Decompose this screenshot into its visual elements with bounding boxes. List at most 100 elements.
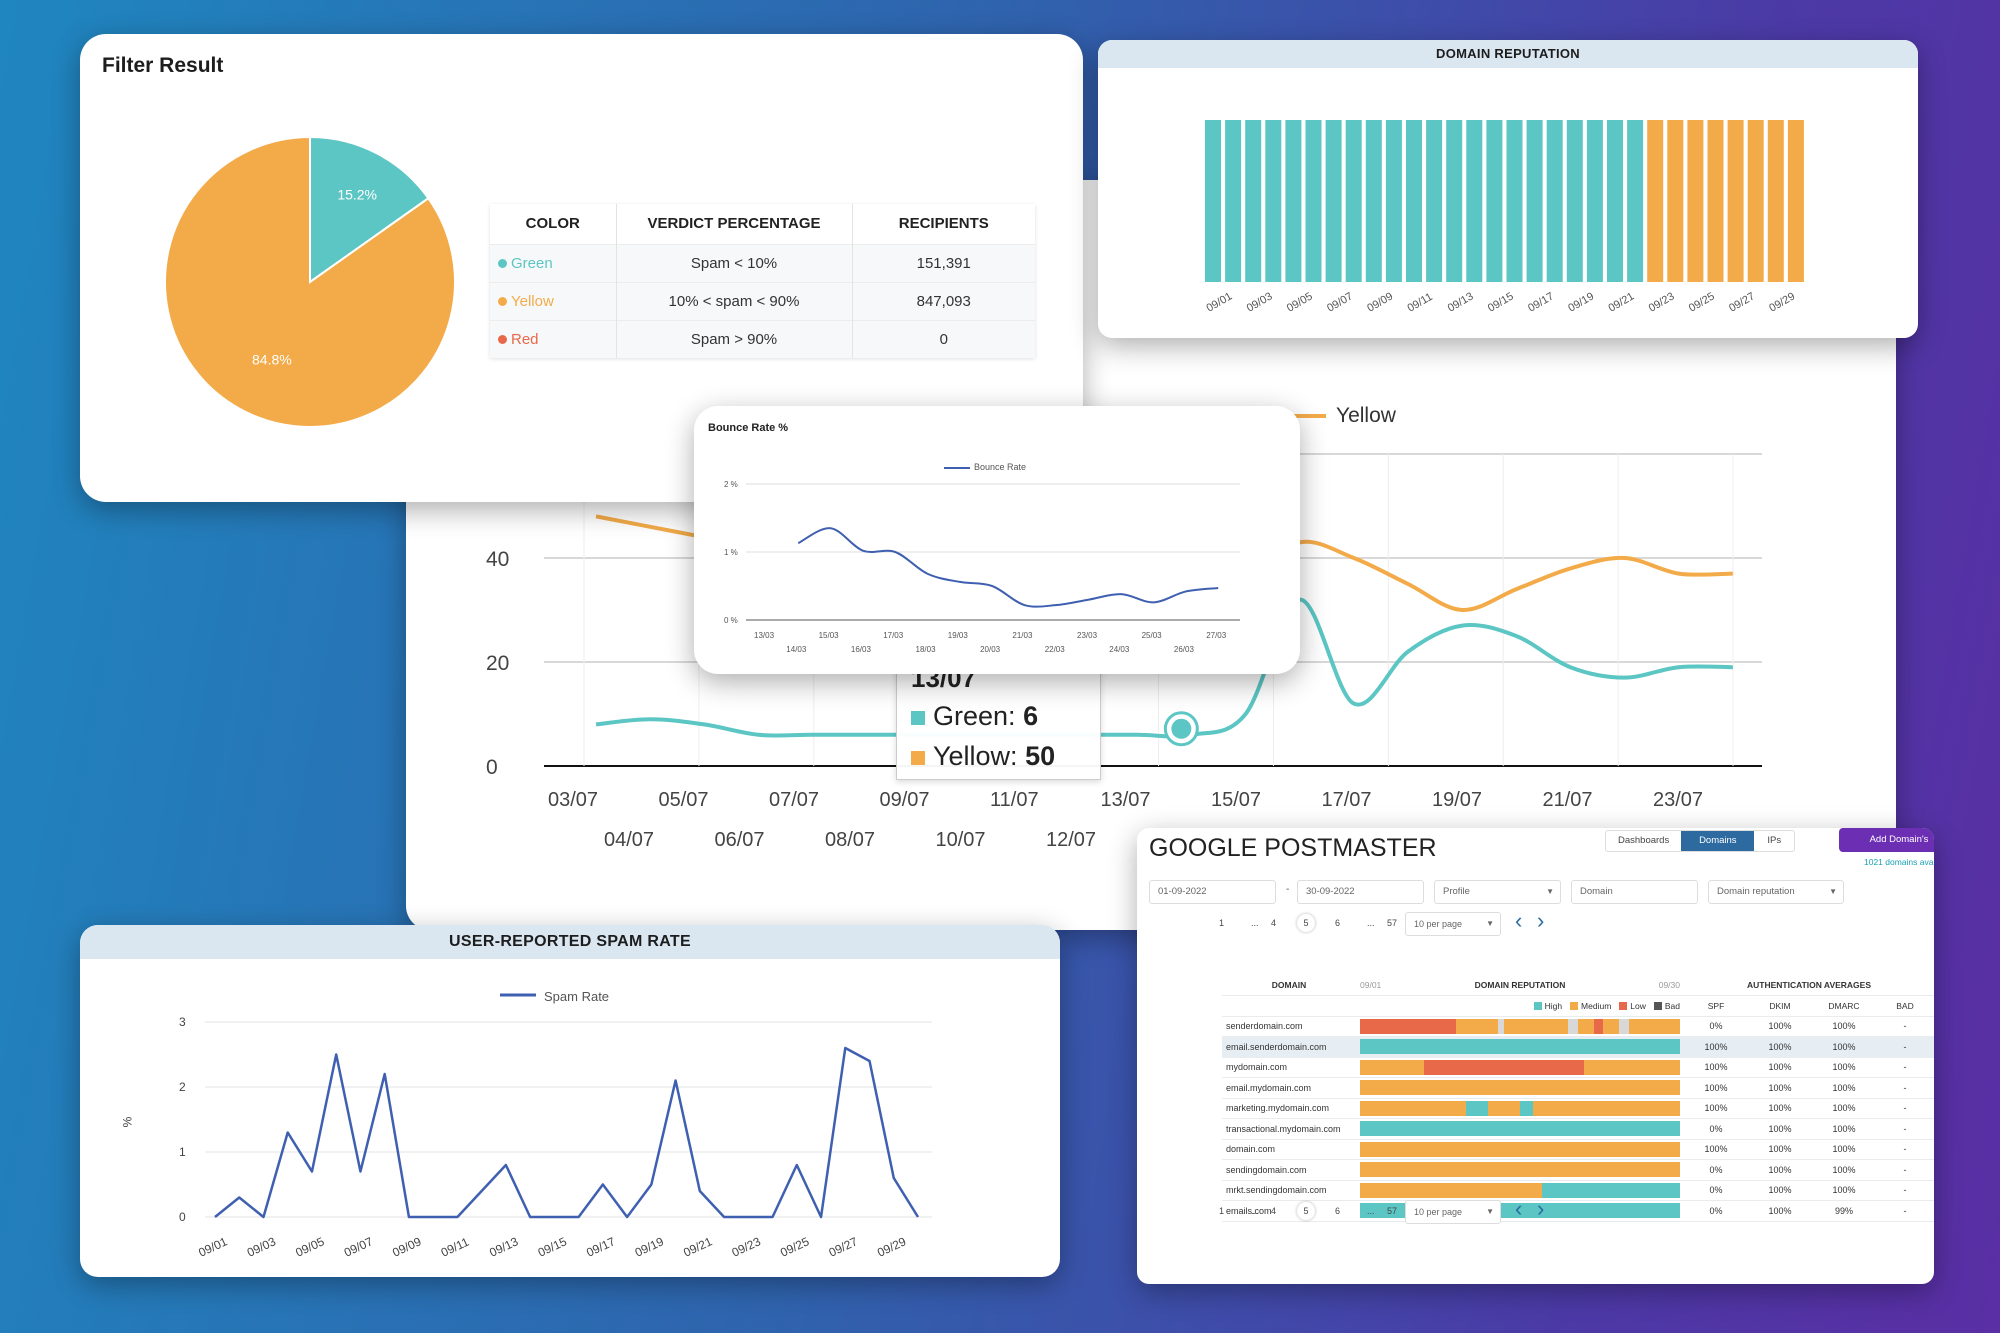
domain-row[interactable]: domain.com 100% 100% 100% - bbox=[1222, 1139, 1934, 1160]
domain-name: mrkt.sendingdomain.com bbox=[1222, 1180, 1356, 1201]
dmarc-value: 100% bbox=[1812, 1159, 1876, 1181]
color-dot bbox=[498, 258, 507, 268]
x-tick-label-top: 17/07 bbox=[1322, 789, 1372, 811]
page-4[interactable]: 4 bbox=[1271, 918, 1277, 928]
domain-row[interactable]: email.senderdomain.com 100% 100% 100% - bbox=[1222, 1036, 1934, 1058]
rep-legend-label: Medium bbox=[1581, 1000, 1612, 1011]
spam-x-tick: 09/25 bbox=[778, 1234, 811, 1260]
page-1[interactable]: 1 bbox=[1219, 918, 1225, 928]
reputation-bar bbox=[1365, 120, 1382, 282]
domain-row[interactable]: sendingdomain.com 0% 100% 100% - bbox=[1222, 1159, 1934, 1181]
y-tick-label: 20 bbox=[486, 652, 509, 675]
x-tick-label-top: 09/07 bbox=[880, 789, 930, 811]
domain-row[interactable]: senderdomain.com 0% 100% 100% - bbox=[1222, 1016, 1934, 1037]
per-page-select[interactable]: 10 per page ▼ bbox=[1405, 912, 1501, 936]
row-color: Green bbox=[490, 243, 617, 282]
rep-bar bbox=[1360, 1182, 1680, 1198]
row-recipients: 151,391 bbox=[852, 243, 1035, 282]
rep-segment bbox=[1360, 1018, 1456, 1034]
rep-legend-item: Low bbox=[1619, 1001, 1646, 1011]
rep-bar bbox=[1360, 1162, 1680, 1178]
reputation-bar bbox=[1305, 120, 1322, 282]
bounce-x-tick-top: 25/03 bbox=[1142, 631, 1163, 640]
reputation-tick-label: 09/01 bbox=[1205, 290, 1235, 314]
spf-value: 100% bbox=[1684, 1139, 1748, 1160]
rep-segment bbox=[1360, 1141, 1680, 1157]
page-57[interactable]: 57 bbox=[1387, 918, 1398, 928]
spam-x-tick: 09/19 bbox=[633, 1234, 666, 1260]
reputation-tick-label: 09/27 bbox=[1727, 290, 1757, 314]
x-tick-label-top: 23/07 bbox=[1653, 789, 1703, 811]
spf-value: 100% bbox=[1684, 1036, 1748, 1058]
profile-select[interactable]: Profile ▼ bbox=[1434, 880, 1561, 904]
spam-rate-title: USER-REPORTED SPAM RATE bbox=[80, 925, 1060, 959]
reputation-select[interactable]: Domain reputation ▼ bbox=[1708, 880, 1844, 904]
chevron-left-icon[interactable]: ‹ bbox=[1515, 908, 1523, 933]
domain-row[interactable]: mrkt.sendingdomain.com 0% 100% 100% - bbox=[1222, 1180, 1934, 1201]
reputation-bar bbox=[1647, 120, 1664, 282]
rep-bar bbox=[1360, 1018, 1680, 1034]
color-dot bbox=[498, 296, 507, 306]
bounce-x-tick-bottom: 24/03 bbox=[1109, 645, 1130, 654]
col-color: COLOR bbox=[490, 204, 617, 244]
page-5[interactable]: 5 bbox=[1297, 914, 1315, 932]
domain-name: marketing.mydomain.com bbox=[1222, 1098, 1356, 1119]
rep-legend-swatch bbox=[1533, 1001, 1542, 1010]
pagination-ellipsis: ... bbox=[1251, 1206, 1259, 1216]
add-domain-button[interactable]: Add Domain's bbox=[1839, 828, 1934, 852]
rep-legend-item: Medium bbox=[1570, 1001, 1611, 1011]
dmarc-value: 100% bbox=[1812, 1180, 1876, 1201]
tab-domains[interactable]: Domains bbox=[1681, 831, 1755, 851]
spam-line bbox=[214, 1046, 920, 1219]
page-5[interactable]: 5 bbox=[1297, 1202, 1315, 1220]
domain-rep-bar bbox=[1356, 1159, 1684, 1181]
domain-row[interactable]: email.mydomain.com 100% 100% 100% - bbox=[1222, 1077, 1934, 1099]
tab-dashboards[interactable]: Dashboards bbox=[1617, 835, 1670, 846]
chevron-left-icon[interactable]: ‹ bbox=[1515, 1196, 1523, 1221]
rep-segment bbox=[1603, 1018, 1620, 1034]
filter-pie-chart: 15.2% 84.8% bbox=[164, 135, 456, 428]
bounce-y-tick: 2 % bbox=[724, 480, 738, 489]
bounce-x-tick-bottom: 26/03 bbox=[1174, 645, 1195, 654]
page-57[interactable]: 57 bbox=[1387, 1206, 1398, 1216]
rep-segment bbox=[1360, 1121, 1680, 1137]
reputation-bar bbox=[1627, 120, 1644, 282]
page-4[interactable]: 4 bbox=[1271, 1206, 1277, 1216]
chevron-down-icon: ▼ bbox=[1829, 887, 1837, 896]
reputation-tick-label: 09/29 bbox=[1767, 290, 1797, 314]
domain-row[interactable]: transactional.mydomain.com 0% 100% 100% - bbox=[1222, 1118, 1934, 1140]
chevron-right-icon[interactable]: › bbox=[1537, 1196, 1545, 1221]
spf-value: 0% bbox=[1684, 1180, 1748, 1201]
rep-end-date: 09/30 bbox=[1658, 980, 1680, 990]
rep-segment bbox=[1577, 1018, 1594, 1034]
rep-segment bbox=[1503, 1018, 1568, 1034]
per-page-select[interactable]: 10 per page ▼ bbox=[1405, 1200, 1501, 1224]
domain-row[interactable]: mydomain.com 100% 100% 100% - bbox=[1222, 1057, 1934, 1078]
dmarc-value: 100% bbox=[1812, 1077, 1876, 1099]
row-color-label: Yellow bbox=[511, 292, 554, 310]
page-1[interactable]: 1 bbox=[1219, 1206, 1225, 1216]
col-verdict: VERDICT PERCENTAGE bbox=[616, 204, 853, 244]
reputation-tick-label: 09/23 bbox=[1647, 290, 1677, 314]
date-from-input[interactable]: 01-09-2022 bbox=[1149, 880, 1276, 904]
tooltip-green: Green: 6 bbox=[911, 701, 1038, 732]
domain-name: transactional.mydomain.com bbox=[1222, 1118, 1356, 1140]
page-6[interactable]: 6 bbox=[1335, 1206, 1341, 1216]
dkim-value: 100% bbox=[1748, 1180, 1812, 1201]
page-6[interactable]: 6 bbox=[1335, 918, 1341, 928]
chevron-right-icon[interactable]: › bbox=[1537, 908, 1545, 933]
dmarc-value: 100% bbox=[1812, 1057, 1876, 1078]
domain-input[interactable]: Domain bbox=[1571, 880, 1698, 904]
domain-row[interactable]: marketing.mydomain.com 100% 100% 100% - bbox=[1222, 1098, 1934, 1119]
spf-value: 0% bbox=[1684, 1159, 1748, 1181]
reputation-bar bbox=[1566, 120, 1583, 282]
bounce-x-tick-bottom: 18/03 bbox=[916, 645, 937, 654]
pagination-ellipsis: ... bbox=[1251, 918, 1259, 928]
domain-rep-bar bbox=[1356, 1036, 1684, 1058]
profile-select-label: Profile bbox=[1443, 886, 1470, 897]
filter-result-title: Filter Result bbox=[102, 54, 224, 77]
rep-bar bbox=[1360, 1100, 1680, 1116]
filter-table-header: COLOR VERDICT PERCENTAGE RECIPIENTS bbox=[490, 204, 1035, 244]
tab-ips[interactable]: IPs bbox=[1767, 835, 1782, 846]
date-to-input[interactable]: 30-09-2022 bbox=[1297, 880, 1424, 904]
